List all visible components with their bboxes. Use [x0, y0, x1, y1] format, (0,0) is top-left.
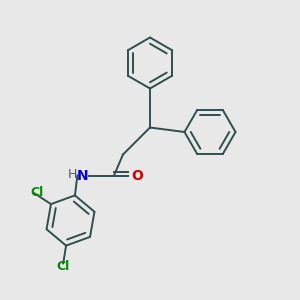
Text: H: H: [68, 167, 77, 181]
Text: Cl: Cl: [30, 185, 44, 199]
Text: N: N: [77, 169, 88, 182]
Text: O: O: [131, 169, 143, 182]
Text: Cl: Cl: [57, 260, 70, 273]
